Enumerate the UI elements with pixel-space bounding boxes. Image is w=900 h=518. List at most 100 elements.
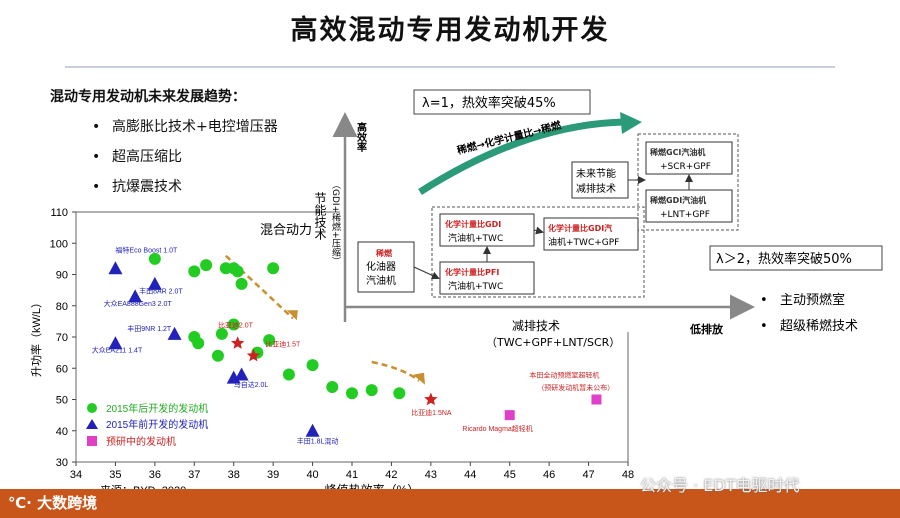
diagram-bullet: • (760, 319, 768, 334)
trend-item: • 抗爆震技术 (92, 179, 182, 195)
x-tick-label: 45 (504, 469, 516, 481)
tech-diagram: 高效率 节能技术 （GDI+稀燃+压缩） 减排技术 （TWC+GPF+LNT/S… (300, 82, 900, 362)
data-point-triangle (305, 423, 320, 437)
legend-marker-triangle (86, 419, 98, 429)
x-tick-label: 42 (385, 469, 397, 481)
tech-diagram-svg: 高效率 节能技术 （GDI+稀燃+压缩） 减排技术 （TWC+GPF+LNT/S… (313, 89, 883, 349)
arrow-gdi-gdigpf (533, 226, 544, 235)
trend-arrow-head (413, 372, 425, 385)
box-gdi (439, 213, 535, 247)
box-gci-line1: 稀燃GCI汽油机 (650, 147, 705, 157)
legend-marker-circle (87, 403, 97, 413)
point-label: Ricardo Magma超轻机 (462, 424, 532, 433)
title-divider (65, 66, 835, 68)
y-axis-sublabel: （GDI+稀燃+压缩） (330, 180, 341, 266)
data-point-triangle (147, 276, 162, 290)
green-trend-arrow (418, 118, 631, 195)
point-label: 福特Eco Boost 1.0T (115, 246, 178, 255)
callout-lambda1-text: λ=1，热效率突破45% (422, 95, 556, 111)
data-point-circle (346, 387, 358, 400)
dashed-group-right (637, 133, 739, 231)
logo-icon: ℃· (8, 494, 32, 512)
x-axis-label: 减排技术 (512, 319, 560, 333)
data-point-circle (365, 384, 378, 397)
point-label: 大众EA888Gen3 2.0T (104, 299, 173, 308)
point-label: 比亚迪1.5NA (411, 408, 452, 417)
data-point-circle (282, 368, 295, 381)
data-point-triangle (108, 261, 123, 275)
arrow-carb-pfi (413, 266, 440, 280)
y-tick-label: 90 (56, 270, 68, 282)
data-point-square (591, 394, 602, 405)
data-point-circle (326, 381, 339, 393)
point-label: 本田全动预燃室超轻机 (529, 371, 599, 380)
trend-arrow-head (286, 310, 298, 321)
x-tick-label: 47 (582, 469, 594, 481)
y-tick-label: 80 (56, 301, 68, 313)
overlay-label: 混合动力 (260, 222, 312, 237)
x-tick-label: 41 (346, 469, 358, 481)
data-point-circle (235, 277, 248, 290)
x-tick-label: 38 (228, 469, 240, 481)
point-label: 比亚迪2.0T (218, 321, 254, 330)
data-point-triangle (128, 289, 143, 303)
point-label: 丰田9NR 1.2T (127, 324, 172, 333)
box-gdi-gpf-line2: 油机+TWC+GPF (548, 236, 619, 248)
y-axis-top-label: 高效率 (355, 121, 367, 153)
callout-lambda2-text: λ＞2，热效率突破50% (716, 251, 852, 267)
box-lnt-line2: +LNT+GPF (660, 210, 710, 220)
callout-lambda1 (413, 89, 591, 115)
box-future-line1: 未来节能 (576, 167, 616, 180)
footer-logo: ℃· 大数跨境 (8, 494, 98, 512)
diagram-bullet-text: 超级稀燃技术 (780, 318, 858, 334)
legend-label: 2015年后开发的发动机 (106, 402, 208, 415)
data-point-circle (227, 318, 240, 331)
x-tick-label: 36 (149, 469, 161, 481)
y-tick-label: 100 (50, 238, 68, 250)
footer-banner (0, 489, 900, 518)
point-label: 比亚迪1.5T (265, 339, 301, 348)
y-tick-label: 110 (50, 207, 68, 219)
page-title: 高效混动专用发动机开发 (290, 15, 610, 46)
box-gdi-gpf-line1: 化学计量比GDI汽 (548, 223, 612, 233)
data-point-star (231, 336, 245, 349)
box-pfi-line2: 汽油机+TWC (448, 280, 503, 292)
data-point-circle (188, 265, 201, 278)
y-tick-label: 50 (56, 395, 68, 407)
y-tick-label: 40 (56, 426, 68, 438)
y-tick-label: 30 (56, 457, 68, 469)
box-gdi-gpf (543, 217, 639, 251)
box-carburetor-line2: 化油器 (366, 260, 396, 273)
trend-heading: 混动专用发动机未来发展趋势： (50, 89, 246, 105)
data-point-square (504, 410, 515, 421)
box-future-line2: 减排技术 (576, 182, 616, 195)
watermark: 公众号 · EDT电驱时代 (640, 476, 800, 495)
legend-label: 2015年前开发的发动机 (106, 418, 208, 431)
data-point-circle (211, 349, 224, 362)
box-future (571, 161, 629, 199)
data-point-circle (267, 262, 280, 275)
data-point-triangle (234, 367, 249, 381)
point-label: 大众EA211 1.4T (92, 346, 143, 355)
data-point-star (424, 392, 438, 406)
x-tick-label: 44 (464, 469, 476, 481)
box-lnt-line1: 稀燃GDI汽油机 (650, 195, 706, 205)
box-pfi (439, 261, 535, 295)
y-tick-label: 70 (56, 332, 68, 344)
x-axis-sublabel: （TWC+GPF+LNT/SCR） (486, 336, 620, 349)
y-tick-label: 60 (56, 363, 68, 375)
point-label: 马自达2.0L (234, 380, 269, 389)
trend-item: • 高膨胀比技术+电控增压器 (92, 119, 278, 135)
y-axis-label: 节能技术 (313, 192, 327, 240)
x-tick-label: 39 (267, 469, 279, 481)
x-tick-label: 48 (622, 469, 634, 481)
x-tick-label: 35 (109, 469, 121, 481)
point-label: （预研发动机暂未公布） (537, 383, 614, 392)
data-point-star (246, 348, 261, 362)
data-point-triangle (108, 336, 123, 350)
box-gdi-line1: 化学计量比GDI (445, 219, 501, 229)
box-gci-line2: +SCR+GPF (660, 162, 711, 172)
callout-lambda2 (709, 245, 883, 271)
green-arrow-head (620, 112, 642, 134)
point-label: 丰田8AR 2.0T (139, 286, 183, 295)
